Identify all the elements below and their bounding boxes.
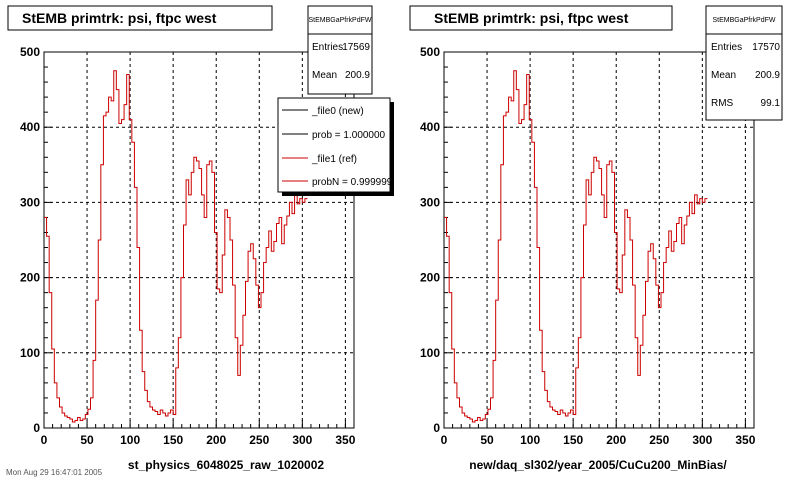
right-axis-ticks xyxy=(443,51,755,429)
right-stats-rms-label: RMS xyxy=(711,98,734,109)
left-stats-name: StEMBGaPfrkPdFW xyxy=(308,17,371,24)
right-stats-mean-value: 200.9 xyxy=(755,70,780,81)
legend-entry-prob: prob = 1.000000 xyxy=(312,130,386,141)
left-stats-mean-label: Mean xyxy=(312,70,337,81)
left-stats-entries-label: Entries xyxy=(312,42,343,53)
right-y-tick-label: 100 xyxy=(420,346,440,360)
left-y-tick-label: 300 xyxy=(20,195,40,209)
right-y-tick-label: 0 xyxy=(433,421,440,435)
left-y-tick-label: 200 xyxy=(20,271,40,285)
right-x-tick-label: 50 xyxy=(480,433,494,447)
left-x-tick-label: 300 xyxy=(292,433,312,447)
left-x-tick-label: 350 xyxy=(335,433,355,447)
left-series xyxy=(44,70,308,423)
left-y-tick-label: 400 xyxy=(20,120,40,134)
legend-entry-new: _file0 (new) xyxy=(311,106,364,117)
left-y-tick-label: 500 xyxy=(20,45,40,59)
right-y-tick-label: 300 xyxy=(420,195,440,209)
right-stats-entries-value: 17570 xyxy=(752,42,780,53)
left-chart-title: StEMB primtrk: psi, ftpc west xyxy=(22,10,217,26)
footer-date: Mon Aug 29 16:47:01 2005 xyxy=(6,468,103,477)
left-x-tick-label: 0 xyxy=(41,433,48,447)
right-histogram-line xyxy=(444,70,708,423)
right-stats-box xyxy=(705,5,783,121)
left-y-tick-label: 0 xyxy=(33,421,40,435)
left-legend-box xyxy=(277,97,391,193)
legend-entry-probn: probN = 0.999999 xyxy=(312,177,393,188)
left-x-tick-label: 250 xyxy=(249,433,269,447)
right-y-tick-label: 200 xyxy=(420,271,440,285)
left-x-tick-label: 150 xyxy=(163,433,183,447)
right-x-tick-label: 150 xyxy=(563,433,583,447)
right-title-box xyxy=(409,5,673,31)
right-stats-rms-value: 99.1 xyxy=(761,98,781,109)
legend-entry-ref: _file1 (ref) xyxy=(311,154,357,165)
right-x-tick-label: 300 xyxy=(692,433,712,447)
right-x-tick-label: 250 xyxy=(649,433,669,447)
left-x-tick-label: 50 xyxy=(80,433,94,447)
right-x-tick-label: 100 xyxy=(520,433,540,447)
right-chart-title: StEMB primtrk: psi, ftpc west xyxy=(434,10,629,26)
left-y-tick-labels: 0 100 200 300 400 500 xyxy=(20,45,40,435)
left-histogram-line xyxy=(44,70,308,423)
left-x-tick-label: 200 xyxy=(206,433,226,447)
right-stats-name: StEMBGaPfrkPdFW xyxy=(712,17,775,24)
left-title-box xyxy=(7,5,273,31)
right-x-tick-labels: 0 50 100 150 200 250 300 350 xyxy=(441,433,756,447)
left-stats-entries-value: 17569 xyxy=(342,42,370,53)
right-y-tick-label: 400 xyxy=(420,120,440,134)
right-x-tick-label: 200 xyxy=(606,433,626,447)
right-stats-entries-label: Entries xyxy=(711,42,742,53)
right-stats-mean-label: Mean xyxy=(711,70,736,81)
right-x-tick-label: 0 xyxy=(441,433,448,447)
right-panel: StEMB primtrk: psi, ftpc west 0 100 200 300… xyxy=(409,5,783,472)
left-stats-box xyxy=(307,5,373,95)
left-stats-mean-value: 200.9 xyxy=(345,70,370,81)
left-x-tick-label: 100 xyxy=(120,433,140,447)
right-x-tick-label: 350 xyxy=(735,433,755,447)
left-x-axis-label: st_physics_6048025_raw_1020002 xyxy=(128,458,324,472)
left-x-tick-labels: 0 50 100 150 200 250 300 350 xyxy=(41,433,356,447)
right-series xyxy=(444,70,708,423)
right-x-axis-label: new/daq_sl302/year_2005/CuCu200_MinBias/ xyxy=(469,458,727,472)
left-y-tick-label: 100 xyxy=(20,346,40,360)
left-axis-ticks xyxy=(43,51,355,429)
right-y-tick-label: 500 xyxy=(420,45,440,59)
right-y-tick-labels: 0 100 200 300 400 500 xyxy=(420,45,440,435)
left-panel: StEMB primtrk: psi, ftpc west 0 100 200 300… xyxy=(6,5,394,477)
